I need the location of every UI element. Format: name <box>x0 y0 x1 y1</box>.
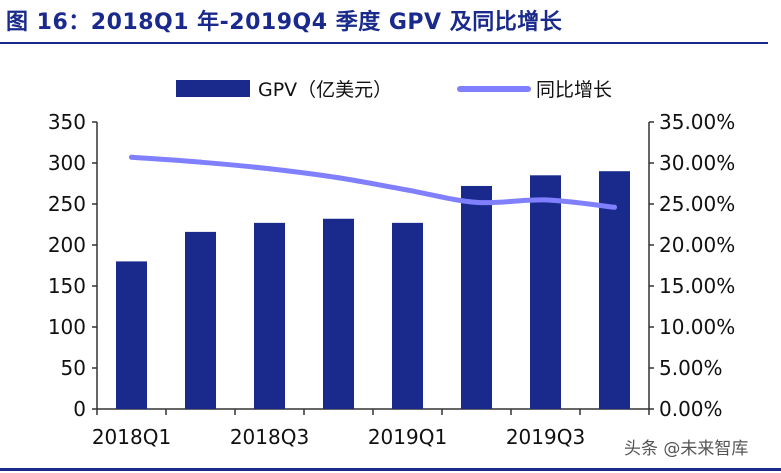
left-tick-label: 0 <box>73 397 86 421</box>
legend-bar-label: GPV（亿美元） <box>258 79 392 101</box>
bar-2018Q3 <box>254 222 285 409</box>
title-divider <box>0 42 768 44</box>
left-tick-label: 200 <box>48 233 86 257</box>
left-tick-label: 100 <box>48 315 86 339</box>
growth-point-2019Q4 <box>612 204 617 210</box>
bar-2018Q2 <box>185 231 216 409</box>
right-tick-label: 0.00% <box>659 397 723 421</box>
growth-point-2019Q1 <box>405 187 410 193</box>
x-tick-label: 2019Q3 <box>506 425 585 449</box>
bar-2019Q4 <box>599 171 630 409</box>
bar-2018Q4 <box>323 218 354 409</box>
growth-point-2018Q1 <box>129 154 134 160</box>
legend: GPV（亿美元） 同比增长 <box>176 79 612 101</box>
growth-line <box>129 154 617 210</box>
bar-2018Q1 <box>116 261 147 409</box>
right-tick-label: 35.00% <box>659 110 735 134</box>
right-tick-label: 10.00% <box>659 315 735 339</box>
x-tick-label: 2018Q1 <box>92 425 171 449</box>
figure-title: 图 16：2018Q1 年-2019Q4 季度 GPV 及同比增长 <box>6 10 563 35</box>
legend-line-label: 同比增长 <box>536 79 612 101</box>
left-tick-label: 300 <box>48 151 86 175</box>
growth-point-2018Q4 <box>336 175 341 181</box>
left-tick-label: 350 <box>48 110 86 134</box>
bar-series <box>116 171 630 409</box>
x-tick-label: 2018Q3 <box>230 425 309 449</box>
plot-frame <box>96 122 650 410</box>
growth-point-2019Q2 <box>474 199 479 205</box>
right-tick-label: 5.00% <box>659 356 723 380</box>
left-tick-label: 150 <box>48 274 86 298</box>
right-tick-label: 20.00% <box>659 233 735 257</box>
x-axis-ticks: 2018Q1 2018Q3 2019Q1 2019Q3 <box>92 409 650 449</box>
legend-bar-swatch <box>176 80 250 97</box>
left-tick-label: 50 <box>61 356 86 380</box>
right-axis-ticks: 0.00% 5.00% 10.00% 15.00% 20.00% 25.00% 30.00%… <box>649 110 735 421</box>
line-series <box>129 154 617 210</box>
growth-point-2018Q2 <box>198 159 203 165</box>
growth-point-2018Q3 <box>267 166 272 172</box>
x-tick-label: 2019Q1 <box>368 425 447 449</box>
left-axis-ticks: 0 50 100 150 200 250 300 350 <box>48 110 97 421</box>
bar-2019Q2 <box>461 185 492 409</box>
bar-2019Q1 <box>392 222 423 409</box>
bar-2019Q3 <box>530 175 561 409</box>
watermark-text: 头条 @未来智库 <box>624 439 748 459</box>
right-tick-label: 25.00% <box>659 192 735 216</box>
growth-point-2019Q3 <box>543 197 548 203</box>
left-tick-label: 250 <box>48 192 86 216</box>
right-tick-label: 15.00% <box>659 274 735 298</box>
right-tick-label: 30.00% <box>659 151 735 175</box>
bottom-divider <box>0 468 781 471</box>
